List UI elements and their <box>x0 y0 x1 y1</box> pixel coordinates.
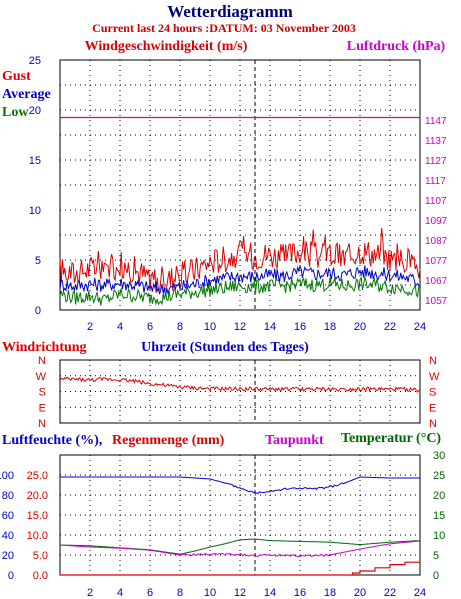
climate-x-tick: 4 <box>117 587 123 599</box>
climate-x-tick: 24 <box>414 587 426 599</box>
time-axis-caption: Uhrzeit (Stunden des Tages) <box>141 340 309 355</box>
climate-label-3: Temperatur (°C) <box>341 431 441 446</box>
humidity-y-tick: 0 <box>8 570 14 582</box>
wind-x-tick: 16 <box>294 321 306 333</box>
climate-label-2: Taupunkt <box>265 433 324 448</box>
direction-y-tick-right: W <box>429 371 440 383</box>
wind-chart: Windgeschwindigkeit (m/s) Luftdruck (hPa)… <box>2 39 448 333</box>
temperature-y-tick: 0 <box>433 570 439 582</box>
rain-y-tick: 20.0 <box>27 490 48 502</box>
climate-chart: Luftfeuchte (%), Regenmenge (mm) Taupunkt T… <box>0 431 445 599</box>
pressure-y-tick: 1057 <box>425 296 448 307</box>
direction-y-tick-right: S <box>429 387 436 399</box>
temperature-y-tick: 15 <box>433 510 445 522</box>
series-luftfeuchte <box>60 476 420 494</box>
wind-x-tick: 4 <box>117 321 123 333</box>
legend-low: Low <box>2 105 29 120</box>
climate-x-tick: 18 <box>324 587 336 599</box>
rain-y-tick: 5.0 <box>33 550 48 562</box>
wind-x-tick: 2 <box>87 321 93 333</box>
climate-x-tick: 10 <box>204 587 216 599</box>
direction-y-tick-left: N <box>38 418 46 430</box>
page-title: Wetterdiagramm <box>167 2 293 21</box>
temperature-y-tick: 30 <box>433 450 445 462</box>
direction-axis-title: Windrichtung <box>2 340 87 355</box>
direction-y-tick-left: E <box>39 402 46 414</box>
series-windrichtung <box>59 376 421 393</box>
pressure-y-tick: 1077 <box>425 256 448 267</box>
climate-x-tick: 14 <box>264 587 276 599</box>
wind-y-tick: 25 <box>29 55 41 67</box>
wind-x-tick: 24 <box>414 321 426 333</box>
direction-y-tick-left: W <box>36 371 47 383</box>
pressure-axis-title: Luftdruck (hPa) <box>347 39 446 54</box>
wind-y-tick: 0 <box>35 305 41 317</box>
climate-x-tick: 12 <box>234 587 246 599</box>
temperature-y-tick: 10 <box>433 530 445 542</box>
temperature-y-tick: 20 <box>433 490 445 502</box>
pressure-y-tick: 1107 <box>425 196 447 207</box>
direction-y-tick-left: S <box>39 387 46 399</box>
series-temperatur <box>60 538 421 555</box>
rain-y-tick: 25.0 <box>27 470 48 482</box>
humidity-y-tick: 100 <box>0 470 14 482</box>
direction-chart: Windrichtung Uhrzeit (Stunden des Tages) N… <box>2 340 440 430</box>
pressure-y-tick: 1067 <box>425 276 448 287</box>
climate-label-1: Regenmenge (mm) <box>112 433 225 448</box>
rain-y-tick: 0.0 <box>33 570 48 582</box>
pressure-y-tick: 1097 <box>425 216 448 227</box>
rain-y-tick: 10.0 <box>27 530 48 542</box>
humidity-y-tick: 80 <box>2 490 14 502</box>
climate-x-tick: 8 <box>177 587 183 599</box>
temperature-y-tick: 5 <box>433 550 439 562</box>
direction-y-tick-left: N <box>38 355 46 367</box>
pressure-y-tick: 1147 <box>425 116 447 127</box>
wind-x-tick: 6 <box>147 321 153 333</box>
climate-x-tick: 6 <box>147 587 153 599</box>
temperature-y-tick: 25 <box>433 470 445 482</box>
wind-x-tick: 8 <box>177 321 183 333</box>
humidity-y-tick: 60 <box>2 510 14 522</box>
pressure-y-tick: 1117 <box>425 176 446 187</box>
wind-y-tick: 10 <box>29 205 41 217</box>
wind-y-tick: 5 <box>35 255 41 267</box>
legend-gust: Gust <box>2 69 31 84</box>
series-regenmenge <box>60 561 421 576</box>
wind-y-tick: 15 <box>29 155 41 167</box>
direction-y-tick-right: N <box>429 355 437 367</box>
wind-x-tick: 20 <box>354 321 366 333</box>
climate-x-tick: 22 <box>384 587 396 599</box>
humidity-y-tick: 40 <box>2 530 14 542</box>
climate-x-tick: 2 <box>87 587 93 599</box>
wind-x-tick: 10 <box>204 321 216 333</box>
climate-x-tick: 16 <box>294 587 306 599</box>
climate-label-0: Luftfeuchte (%), <box>2 433 102 448</box>
wind-y-tick: 20 <box>29 105 41 117</box>
wind-speed-axis-title: Windgeschwindigkeit (m/s) <box>85 39 248 54</box>
climate-x-tick: 20 <box>354 587 366 599</box>
rain-y-tick: 15.0 <box>27 510 48 522</box>
wind-x-tick: 12 <box>234 321 246 333</box>
pressure-y-tick: 1137 <box>425 136 447 147</box>
humidity-y-tick: 20 <box>2 550 14 562</box>
direction-y-tick-right: E <box>429 402 436 414</box>
wind-x-tick: 18 <box>324 321 336 333</box>
direction-y-tick-right: N <box>429 418 437 430</box>
wind-x-tick: 14 <box>264 321 276 333</box>
pressure-y-tick: 1087 <box>425 236 448 247</box>
page-subtitle: Current last 24 hours :DATUM: 03 Novembe… <box>92 21 356 35</box>
series-gust <box>59 227 421 293</box>
series-taupunkt <box>59 540 421 558</box>
series-average <box>59 264 421 296</box>
series-low <box>59 275 421 306</box>
wind-x-tick: 22 <box>384 321 396 333</box>
legend-average: Average <box>2 87 51 102</box>
pressure-y-tick: 1127 <box>425 156 447 167</box>
header: Wetterdiagramm Current last 24 hours :DA… <box>92 2 356 35</box>
